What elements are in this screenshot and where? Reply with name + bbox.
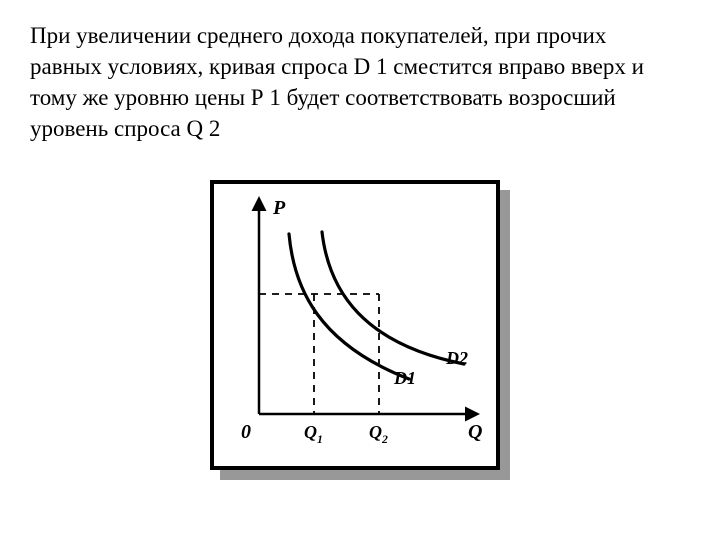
- x-axis-label: Q: [468, 421, 482, 443]
- figure-container: D1 D2 P Q 0 Q1 Q2: [210, 180, 520, 490]
- demand-curve-d1: [289, 234, 409, 379]
- demand-shift-chart: D1 D2 P Q 0 Q1 Q2: [214, 184, 496, 466]
- y-axis-label: P: [272, 197, 286, 219]
- page: При увеличении среднего дохода покупател…: [0, 0, 720, 540]
- origin-label: 0: [241, 421, 251, 443]
- caption-paragraph: При увеличении среднего дохода покупател…: [30, 20, 660, 144]
- curve-label-d1: D1: [393, 368, 416, 388]
- curve-label-d2: D2: [445, 348, 468, 368]
- x-tick-label-q2: Q2: [369, 422, 388, 446]
- x-tick-label-q1: Q1: [304, 422, 323, 446]
- figure-panel: D1 D2 P Q 0 Q1 Q2: [210, 180, 500, 470]
- demand-curve-d2: [322, 232, 464, 364]
